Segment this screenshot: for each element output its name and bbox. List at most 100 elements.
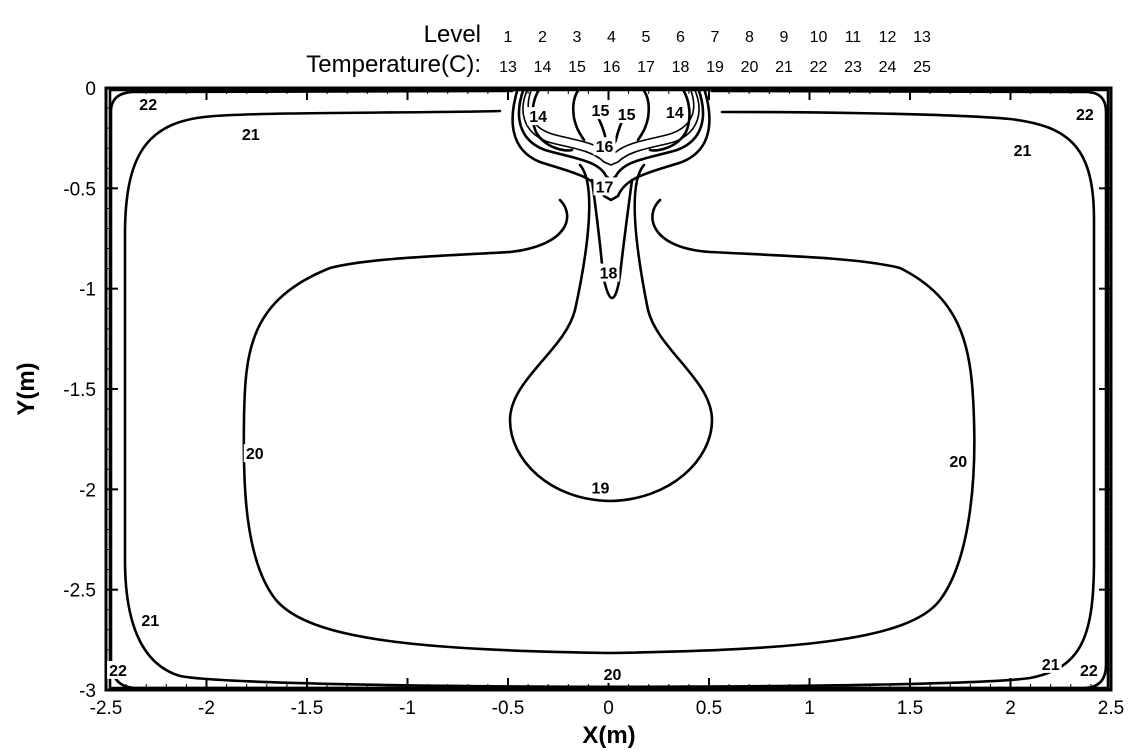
contour-label-text: 15 [618,107,636,124]
x-tick-label: -0.5 [492,698,525,719]
contour-21 [123,109,1096,689]
legend-level-value: 12 [879,29,897,46]
contour-label: 21 [1011,141,1034,160]
contour-label-bg [589,478,612,497]
x-tick-label: -2.5 [90,698,123,719]
contour-label-text: 20 [949,454,967,471]
contour-label-bg [527,107,550,126]
contour-label-text: 21 [1042,657,1060,674]
legend-level-value: 13 [913,29,931,46]
legend-level-value: 4 [607,29,616,46]
contour-label-bg [601,664,624,683]
x-tick-label: -2 [198,698,215,719]
contour-label: 15 [589,101,612,120]
legend-temperature-value: 16 [603,59,621,76]
contour-label-bg [1039,654,1062,673]
contour-label-bg [139,610,162,629]
x-tick-label: 0 [603,698,614,719]
contour-label: 16 [593,137,616,156]
legend-level-value: 6 [676,29,685,46]
contour-label: 21 [239,125,262,144]
legend-temperature-value: 25 [913,59,931,76]
contour-label-text: 22 [109,663,127,680]
contour-label: 22 [1073,105,1096,124]
contour-label-text: 16 [596,139,614,156]
contour-label: 22 [107,660,130,680]
contour-label-bg [107,660,130,679]
contour-14-left [531,86,574,152]
contour-label-text: 22 [1080,663,1098,680]
x-tick-label: -1.5 [291,698,324,719]
contour-label-text: 17 [596,179,614,196]
contour-label: 18 [597,263,620,283]
legend-level-value: 5 [642,29,651,46]
contour-label-text: 22 [1076,107,1094,124]
contour-15-left [571,86,586,142]
legend-temperature-value: 18 [672,59,690,76]
contour-label: 14 [663,103,686,122]
legend-levels-row: 1 2 3 4 5 6 7 8 9 10 11 12 13 [504,29,931,46]
contour-17 [511,86,711,202]
contour-lines [108,86,1110,690]
legend-temperature-value: 13 [499,59,517,76]
legend-temperature-value: 17 [637,59,655,76]
contour-label: 14 [527,107,550,126]
legend-temperature-value: 20 [741,59,759,76]
contour-label-text: 14 [666,105,684,122]
contour-15-outer [522,87,700,166]
legend-temperature-value: 24 [879,59,897,76]
y-tick-label: -2.5 [63,581,96,602]
contour-label-bg [663,103,686,122]
contour-label-text: 14 [529,109,547,126]
x-tick-label: 2 [1005,698,1016,719]
legend-temperature-value: 22 [810,59,828,76]
contour-label-text: 20 [246,446,264,463]
contour-label-text: 15 [592,103,610,120]
y-tick-label: -3 [79,681,96,702]
legend-temperature-value: 21 [775,59,793,76]
x-tick-labels: -2.5 -2 -1.5 -1 -0.5 0 0.5 1 1.5 2 2.5 [90,698,1125,719]
legend-temperature-value: 15 [568,59,586,76]
legend-level-label: Level [424,21,481,48]
contour-label: 17 [593,177,616,196]
x-tick-label: 1 [804,698,815,719]
contour-label-text: 21 [242,127,260,144]
y-axis-title: Y(m) [13,362,40,415]
contour-label: 20 [947,452,970,471]
contour-label-bg [615,105,638,124]
x-axis-title: X(m) [582,722,635,749]
contour-label-text: 21 [141,613,159,630]
y-tick-label: -2 [79,480,96,501]
contour-label-bg [593,137,616,156]
contour-19 [508,163,714,503]
contour-label-bg [1077,660,1100,679]
legend-temperatures-row: 13 14 15 16 17 18 19 20 21 22 23 24 25 [499,59,931,76]
contour-label-bg [239,125,262,144]
y-tick-label: -1 [79,280,96,301]
legend-level-value: 7 [711,29,720,46]
contour-14-right [648,86,691,152]
contour-label-bg [1073,105,1096,124]
legend-level-value: 8 [745,29,754,46]
contour-label-bg [243,444,266,463]
contour-label-text: 18 [600,266,618,283]
contour-label: 22 [1077,660,1100,680]
y-tick-label: -1.5 [63,380,96,401]
contour-label: 21 [139,610,162,630]
legend-level-value: 9 [780,29,789,46]
contour-label: 19 [589,478,612,497]
y-tick-label: 0 [85,79,96,100]
contour-15-right [636,86,651,142]
legend-temperature-label: Temperature(C): [306,51,481,78]
y-tick-label: -0.5 [63,179,96,200]
legend-level-value: 3 [573,29,582,46]
contour-label-bg [589,101,612,120]
contour-labels: 22 21 14 15 15 14 16 17 18 22 21 20 20 19 21 21 22 22 20 [107,95,1100,684]
legend-temperature-value: 19 [706,59,724,76]
contour-label-bg [597,263,620,282]
legend-temperature-value: 23 [844,59,862,76]
contour-label: 20 [601,664,624,684]
contour-label: 15 [615,105,638,124]
legend-level-value: 2 [538,29,547,46]
